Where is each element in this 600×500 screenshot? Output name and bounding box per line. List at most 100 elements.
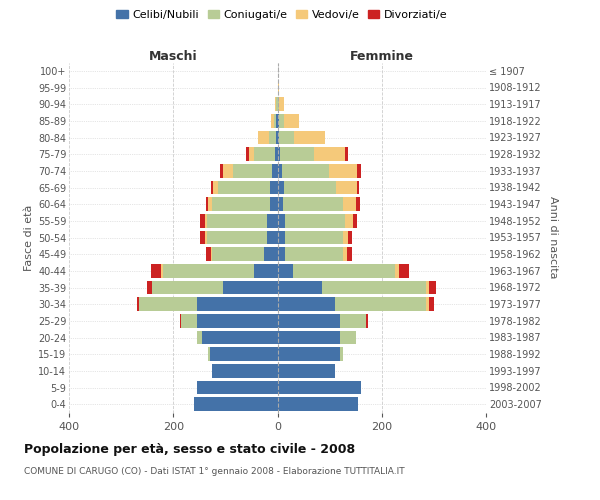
Bar	[206, 198, 208, 211]
Bar	[293, 264, 395, 278]
Bar	[277, 230, 286, 244]
Bar	[278, 130, 294, 144]
Bar	[428, 280, 436, 294]
Bar	[218, 180, 269, 194]
Bar	[356, 198, 360, 211]
Bar	[272, 164, 277, 177]
Bar	[428, 298, 434, 311]
Y-axis label: Anni di nascita: Anni di nascita	[548, 196, 559, 278]
Bar	[197, 298, 277, 311]
Bar	[277, 364, 335, 378]
Bar	[277, 264, 293, 278]
Bar	[343, 248, 347, 261]
Bar	[277, 98, 278, 111]
Bar	[281, 164, 329, 177]
Bar	[399, 264, 409, 278]
Bar	[277, 214, 286, 228]
Bar	[284, 114, 299, 128]
Bar	[211, 248, 212, 261]
Bar	[220, 164, 223, 177]
Bar	[197, 380, 277, 394]
Bar	[211, 180, 214, 194]
Bar	[258, 130, 269, 144]
Bar	[277, 248, 286, 261]
Bar	[181, 314, 197, 328]
Bar	[208, 198, 212, 211]
Bar	[340, 330, 356, 344]
Bar	[271, 114, 274, 128]
Bar	[277, 114, 278, 128]
Bar	[348, 230, 352, 244]
Bar	[283, 198, 343, 211]
Bar	[277, 130, 278, 144]
Bar	[161, 264, 163, 278]
Bar	[340, 348, 343, 361]
Bar	[214, 180, 218, 194]
Bar	[233, 164, 272, 177]
Bar	[395, 264, 399, 278]
Bar	[206, 248, 211, 261]
Bar	[426, 298, 428, 311]
Bar	[277, 180, 284, 194]
Bar	[347, 248, 352, 261]
Bar	[265, 248, 277, 261]
Bar	[277, 330, 340, 344]
Bar	[223, 164, 233, 177]
Bar	[353, 214, 357, 228]
Bar	[340, 314, 366, 328]
Bar	[267, 230, 277, 244]
Bar	[200, 230, 205, 244]
Bar	[345, 214, 353, 228]
Bar	[254, 264, 277, 278]
Bar	[275, 148, 277, 161]
Bar	[147, 280, 152, 294]
Bar	[269, 180, 277, 194]
Bar	[286, 214, 345, 228]
Bar	[277, 80, 278, 94]
Bar	[277, 398, 358, 411]
Bar	[212, 364, 277, 378]
Bar	[179, 314, 181, 328]
Bar	[277, 380, 361, 394]
Bar	[286, 248, 343, 261]
Bar	[294, 130, 325, 144]
Bar	[208, 348, 210, 361]
Bar	[322, 280, 426, 294]
Bar	[277, 298, 335, 311]
Bar	[210, 348, 277, 361]
Bar	[197, 314, 277, 328]
Bar	[357, 164, 361, 177]
Bar	[277, 348, 340, 361]
Bar	[137, 298, 139, 311]
Bar	[277, 148, 280, 161]
Bar	[139, 298, 197, 311]
Bar	[277, 280, 322, 294]
Bar	[212, 248, 265, 261]
Bar	[163, 264, 254, 278]
Legend: Celibi/Nubili, Coniugati/e, Vedovi/e, Divorziati/e: Celibi/Nubili, Coniugati/e, Vedovi/e, Di…	[112, 6, 452, 25]
Bar	[267, 214, 277, 228]
Bar	[278, 114, 284, 128]
Bar	[200, 214, 205, 228]
Bar	[246, 148, 249, 161]
Bar	[207, 214, 267, 228]
Bar	[286, 230, 343, 244]
Bar	[212, 198, 269, 211]
Bar	[343, 230, 348, 244]
Y-axis label: Fasce di età: Fasce di età	[23, 204, 34, 270]
Bar	[426, 280, 428, 294]
Bar	[269, 130, 277, 144]
Text: Maschi: Maschi	[149, 50, 197, 62]
Bar	[277, 314, 340, 328]
Text: Popolazione per età, sesso e stato civile - 2008: Popolazione per età, sesso e stato civil…	[24, 442, 355, 456]
Bar	[366, 314, 368, 328]
Bar	[152, 280, 223, 294]
Bar	[223, 280, 277, 294]
Bar	[151, 264, 161, 278]
Bar	[274, 114, 277, 128]
Text: Femmine: Femmine	[350, 50, 414, 62]
Bar	[269, 198, 277, 211]
Bar	[194, 398, 277, 411]
Bar	[202, 330, 277, 344]
Bar	[335, 298, 426, 311]
